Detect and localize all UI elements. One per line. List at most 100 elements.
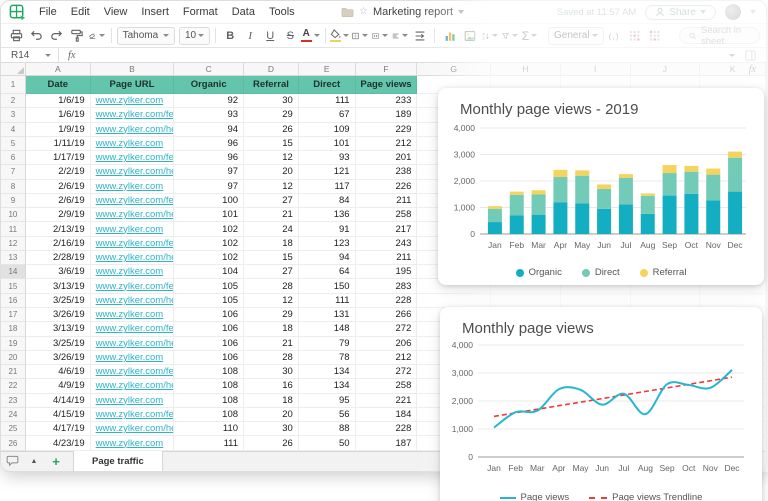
cell[interactable]: 26 (244, 436, 299, 451)
row-header-20[interactable]: 20 (1, 350, 26, 366)
cell[interactable]: 106 (174, 322, 245, 337)
cell[interactable]: 4/9/19 (25, 379, 91, 394)
cell[interactable]: 2/16/19 (25, 236, 91, 251)
cell[interactable]: 2/6/19 (25, 193, 91, 209)
cell[interactable] (560, 293, 631, 308)
borders-button[interactable] (350, 26, 369, 45)
cell[interactable]: www.zylker.com (90, 393, 175, 408)
cell[interactable]: 105 (174, 293, 245, 308)
eraser-button[interactable] (87, 26, 106, 45)
align-chevron-icon[interactable] (402, 34, 409, 37)
row-header-15[interactable]: 15 (1, 279, 26, 294)
format-painter-button[interactable] (67, 26, 86, 45)
cell[interactable]: www.zylker.com/features/ (90, 151, 175, 166)
cell[interactable]: 102 (174, 222, 245, 237)
print-button[interactable] (7, 26, 26, 45)
cell[interactable]: 56 (298, 407, 356, 423)
menu-file[interactable]: File (39, 6, 57, 18)
insert-image-button[interactable] (460, 26, 479, 45)
row-header-25[interactable]: 25 (1, 422, 26, 437)
row-header-24[interactable]: 24 (1, 407, 26, 423)
cell[interactable]: 136 (298, 208, 356, 223)
cell[interactable] (630, 293, 701, 308)
cell[interactable]: 272 (355, 365, 418, 380)
search-input[interactable]: Search in sheet (678, 25, 760, 47)
cell[interactable]: 189 (355, 108, 418, 123)
cell[interactable]: 211 (355, 250, 418, 266)
pivot-table-button[interactable] (625, 26, 644, 45)
cell[interactable]: 4/6/19 (25, 365, 91, 380)
cell[interactable]: 3/6/19 (25, 265, 91, 280)
chart-card-monthly-trend[interactable]: Monthly page views 0 1,000 2,000 3,000 4,000… (440, 307, 762, 501)
cell[interactable]: www.zylker.com/help/ (90, 379, 175, 394)
cell[interactable]: 20 (244, 165, 299, 180)
font-color-button[interactable]: A (300, 26, 320, 45)
merge-cells-button[interactable] (370, 26, 389, 45)
cell[interactable]: 243 (355, 236, 418, 251)
cell[interactable]: 3/26/19 (25, 307, 91, 323)
row-header-13[interactable]: 13 (1, 250, 26, 266)
cell[interactable]: 134 (298, 379, 356, 394)
row-header-1[interactable]: 1 (1, 76, 26, 94)
cell[interactable]: 258 (355, 379, 418, 394)
cell[interactable]: www.zylker.com (90, 222, 175, 237)
cell[interactable]: www.zylker.com (90, 350, 175, 366)
cell[interactable]: 229 (355, 122, 418, 137)
menu-format[interactable]: Format (182, 6, 218, 18)
cell[interactable]: 12 (244, 151, 299, 166)
cell[interactable]: www.zylker.com/help/ (90, 208, 175, 223)
header-cell[interactable]: Organic (174, 76, 245, 94)
title-chevron-icon[interactable] (458, 10, 465, 14)
cell[interactable]: 106 (174, 350, 245, 366)
document-title[interactable]: Marketing report (372, 6, 454, 18)
header-cell[interactable]: Date (25, 76, 91, 94)
row-header-18[interactable]: 18 (1, 322, 26, 337)
formulabar-collapse-icon[interactable] (729, 53, 735, 57)
filter-chevron-icon[interactable] (512, 34, 518, 37)
cell[interactable] (417, 293, 492, 308)
cell[interactable]: 4/17/19 (25, 422, 91, 437)
cell[interactable]: 148 (298, 322, 356, 337)
add-sheet-button[interactable]: + (52, 453, 60, 469)
cell[interactable]: www.zylker.com/features/ (90, 365, 175, 380)
cell[interactable]: 206 (355, 336, 418, 351)
header-cell[interactable]: Direct (298, 76, 356, 94)
row-header-23[interactable]: 23 (1, 393, 26, 408)
cell[interactable]: 50 (298, 436, 356, 451)
cell[interactable]: 228 (355, 422, 418, 437)
favorite-star-icon[interactable]: ☆ (359, 6, 368, 17)
cell[interactable]: 18 (244, 236, 299, 251)
cell[interactable]: 131 (298, 307, 356, 323)
cell[interactable]: 67 (298, 108, 356, 123)
legend-item[interactable]: Referral (639, 267, 686, 278)
cell[interactable]: 211 (355, 193, 418, 209)
cell[interactable]: 30 (244, 365, 299, 380)
header-cell[interactable]: Referral (244, 76, 299, 94)
row-header-19[interactable]: 19 (1, 336, 26, 351)
cell[interactable]: 27 (244, 265, 299, 280)
cell[interactable]: 27 (244, 193, 299, 209)
cell[interactable]: www.zylker.com/help/ (90, 293, 175, 308)
column-header-G[interactable]: G (417, 63, 492, 75)
cell[interactable]: 111 (298, 94, 356, 109)
cell[interactable]: 217 (355, 222, 418, 237)
align-button[interactable] (390, 26, 409, 45)
column-header-C[interactable]: C (174, 63, 245, 75)
cell[interactable]: 102 (174, 236, 245, 251)
menu-data[interactable]: Data (231, 6, 255, 18)
legend-item[interactable]: Page views (499, 492, 569, 501)
cell[interactable]: 106 (174, 307, 245, 323)
cell[interactable]: 150 (298, 279, 356, 294)
cell[interactable]: www.zylker.com/help/ (90, 336, 175, 351)
cell[interactable]: www.zylker.com/help/ (90, 165, 175, 180)
account-chevron-icon[interactable] (750, 10, 756, 14)
cell[interactable]: 233 (355, 94, 418, 109)
cell[interactable]: 30 (244, 94, 299, 109)
italic-button[interactable]: I (248, 29, 253, 42)
column-header-D[interactable]: D (244, 63, 299, 75)
cell[interactable]: 108 (174, 365, 245, 380)
cell[interactable]: 3/26/19 (25, 350, 91, 366)
cell[interactable]: 2/13/19 (25, 222, 91, 237)
undo-button[interactable] (27, 26, 46, 45)
name-box[interactable]: R14 (1, 48, 59, 62)
